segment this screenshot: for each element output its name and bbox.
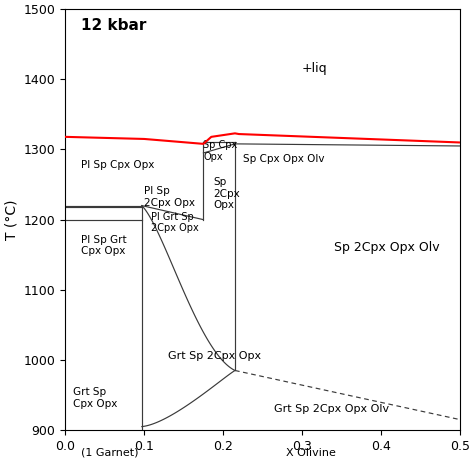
Text: 12 kbar: 12 kbar <box>81 17 146 33</box>
Text: Pl Grt Sp
2Cpx Opx: Pl Grt Sp 2Cpx Opx <box>151 212 198 233</box>
Text: Pl Sp Cpx Opx: Pl Sp Cpx Opx <box>81 160 155 170</box>
Text: Grt Sp
Cpx Opx: Grt Sp Cpx Opx <box>73 387 118 409</box>
Text: Sp
2Cpx
Opx: Sp 2Cpx Opx <box>214 177 240 210</box>
Text: Grt Sp 2Cpx Opx: Grt Sp 2Cpx Opx <box>168 352 261 361</box>
Text: Sp 2Cpx Opx Olv: Sp 2Cpx Opx Olv <box>334 241 439 254</box>
Y-axis label: T (°C): T (°C) <box>4 199 18 240</box>
Text: X Olivine: X Olivine <box>286 448 336 458</box>
Text: (1 Garnet): (1 Garnet) <box>81 448 138 458</box>
Text: Pl Sp
2Cpx Opx: Pl Sp 2Cpx Opx <box>144 186 195 208</box>
Text: +liq: +liq <box>302 62 328 75</box>
Text: Pl Sp Grt
Cpx Opx: Pl Sp Grt Cpx Opx <box>81 235 127 257</box>
Text: Grt Sp 2Cpx Opx Olv: Grt Sp 2Cpx Opx Olv <box>274 404 390 414</box>
Text: Sp Cpx
Opx: Sp Cpx Opx <box>203 140 237 162</box>
Text: Sp Cpx Opx Olv: Sp Cpx Opx Olv <box>243 154 324 164</box>
